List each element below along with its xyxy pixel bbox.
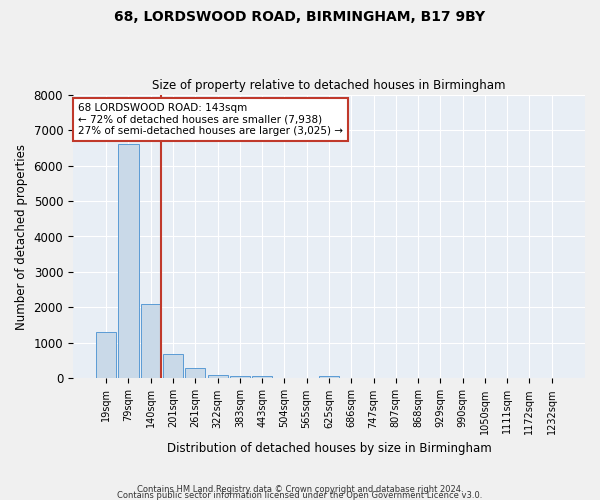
Text: 68 LORDSWOOD ROAD: 143sqm
← 72% of detached houses are smaller (7,938)
27% of se: 68 LORDSWOOD ROAD: 143sqm ← 72% of detac… — [78, 103, 343, 136]
Bar — [208, 374, 227, 378]
Title: Size of property relative to detached houses in Birmingham: Size of property relative to detached ho… — [152, 79, 506, 92]
Y-axis label: Number of detached properties: Number of detached properties — [15, 144, 28, 330]
Bar — [230, 376, 250, 378]
X-axis label: Distribution of detached houses by size in Birmingham: Distribution of detached houses by size … — [167, 442, 491, 455]
Bar — [185, 368, 205, 378]
Text: Contains public sector information licensed under the Open Government Licence v3: Contains public sector information licen… — [118, 490, 482, 500]
Bar — [118, 144, 139, 378]
Bar — [319, 376, 339, 378]
Bar — [252, 376, 272, 378]
Text: 68, LORDSWOOD ROAD, BIRMINGHAM, B17 9BY: 68, LORDSWOOD ROAD, BIRMINGHAM, B17 9BY — [115, 10, 485, 24]
Bar — [141, 304, 161, 378]
Text: Contains HM Land Registry data © Crown copyright and database right 2024.: Contains HM Land Registry data © Crown c… — [137, 484, 463, 494]
Bar — [163, 354, 183, 378]
Bar — [96, 332, 116, 378]
